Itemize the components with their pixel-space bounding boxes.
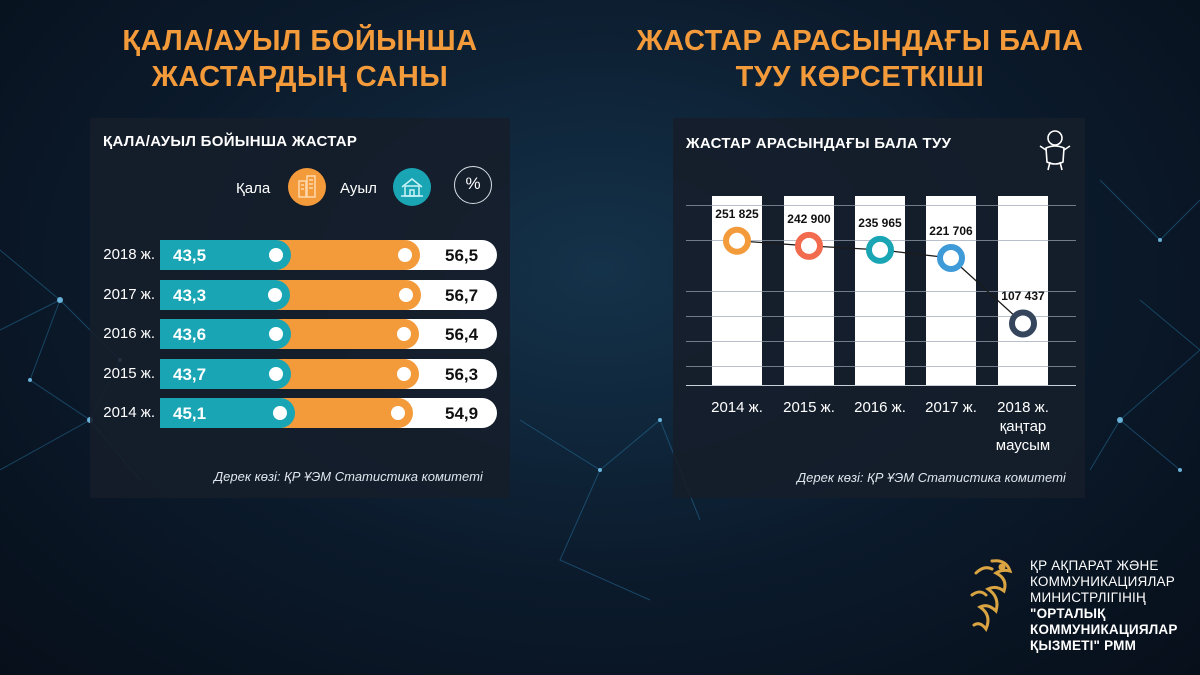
heading-right-line-1: ЖАСТАР АРАСЫНДАҒЫ БАЛА xyxy=(636,25,1084,57)
legend-village-label: Ауыл xyxy=(340,180,377,197)
logo-line-4: "ОРТАЛЫҚ xyxy=(1030,606,1106,621)
data-label: 242 900 xyxy=(787,211,831,226)
bar-village-marker xyxy=(273,406,288,420)
heading-right: ЖАСТАР АРАСЫНДАҒЫ БАЛА ТУУ КӨРСЕТКІШІ xyxy=(605,23,1115,95)
dragon-logo-icon xyxy=(962,555,1024,641)
value-village: 45,1 xyxy=(173,404,207,423)
year-label: 2015 ж. xyxy=(103,364,155,382)
logo-line-6: ҚЫЗМЕТІ" РММ xyxy=(1030,638,1178,654)
value-village: 43,6 xyxy=(173,325,207,344)
bar-city-marker xyxy=(397,327,412,341)
left-source-note: Дерек көзі: ҚР ҰЭМ Статистика комитеті xyxy=(214,469,483,484)
data-point xyxy=(723,226,751,255)
baby-icon xyxy=(1035,128,1075,174)
value-city: 56,4 xyxy=(445,325,479,344)
city-buildings-icon xyxy=(288,168,326,206)
heading-left-line-1: ҚАЛА/АУЫЛ БОЙЫНША xyxy=(122,25,478,57)
value-city: 54,9 xyxy=(445,404,479,423)
data-point xyxy=(795,231,823,260)
category-column xyxy=(784,196,834,385)
birth-rate-chart-title: ЖАСТАР АРАСЫНДАҒЫ БАЛА ТУУ xyxy=(686,135,952,152)
category-column xyxy=(998,196,1048,385)
x-tick-label: 2016 ж. xyxy=(854,399,906,416)
bar-village-marker xyxy=(269,366,284,381)
year-label: 2018 ж. xyxy=(103,246,155,263)
value-city: 56,5 xyxy=(445,246,479,265)
grid-line xyxy=(686,341,1076,342)
category-column xyxy=(926,196,976,385)
data-label: 235 965 xyxy=(858,215,902,230)
ministry-logo-text: ҚР АҚПАРАТ ЖӘНЕ КОММУНИКАЦИЯЛАР МИНИСТРЛ… xyxy=(1030,558,1178,654)
logo-line-6-bold: ҚЫЗМЕТІ" РММ xyxy=(1030,638,1137,653)
bar-village-segment xyxy=(160,398,296,428)
x-tick-label: 2014 ж. xyxy=(711,399,763,416)
data-label: 251 825 xyxy=(715,206,759,221)
grid-line xyxy=(686,366,1076,367)
bar-city-marker xyxy=(390,406,405,420)
value-village: 43,7 xyxy=(173,364,207,384)
data-point xyxy=(1009,309,1037,338)
bar-village-marker xyxy=(267,287,282,302)
year-label: 2017 ж. xyxy=(103,285,155,303)
bar-city-marker xyxy=(398,287,413,302)
grid-line xyxy=(686,291,1076,292)
bar-city-marker xyxy=(397,248,412,262)
heading-left: ҚАЛА/АУЫЛ БОЙЫНША ЖАСТАРДЫҢ САНЫ xyxy=(95,23,505,95)
bar-village-marker xyxy=(268,248,283,262)
data-point xyxy=(866,235,894,264)
value-city: 56,7 xyxy=(445,285,479,305)
bar-village-marker xyxy=(268,327,283,341)
logo-line-1: ҚР АҚПАРАТ ЖӘНЕ xyxy=(1030,558,1159,573)
year-label: 2016 ж. xyxy=(103,325,155,342)
percent-icon: % xyxy=(454,166,492,204)
year-label: 2014 ж. xyxy=(103,404,155,421)
data-point xyxy=(937,244,965,273)
data-label: 221 706 xyxy=(929,224,973,239)
legend-city-label: Қала xyxy=(236,180,271,197)
grid-line xyxy=(686,316,1076,317)
value-village: 43,3 xyxy=(173,285,207,305)
urban-rural-chart-title: ҚАЛА/АУЫЛ БОЙЫНША ЖАСТАР xyxy=(103,133,358,150)
heading-left-line-2: ЖАСТАРДЫҢ САНЫ xyxy=(151,61,449,93)
category-column xyxy=(855,196,905,385)
right-source-note: Дерек көзі: ҚР ҰЭМ Статистика комитеті xyxy=(797,470,1066,485)
x-tick-label: 2017 ж. xyxy=(925,399,977,416)
grid-line xyxy=(686,205,1076,206)
x-tick-label: 2018 ж. қаңтар маусым xyxy=(995,399,1051,454)
heading-right-line-2: ТУУ КӨРСЕТКІШІ xyxy=(735,61,985,93)
logo-line-5: КОММУНИКАЦИЯЛАР xyxy=(1030,622,1178,637)
x-tick-label: 2015 ж. xyxy=(783,399,835,416)
bar-city-marker xyxy=(396,366,411,381)
value-village: 43,5 xyxy=(173,246,207,265)
logo-line-3: МИНИСТРЛІГІНІҢ xyxy=(1030,590,1146,605)
x-axis-line xyxy=(686,385,1076,386)
value-city: 56,3 xyxy=(445,364,479,384)
village-house-icon xyxy=(393,168,431,206)
logo-line-2: КОММУНИКАЦИЯЛАР xyxy=(1030,574,1175,589)
data-label: 107 437 xyxy=(1001,289,1045,304)
